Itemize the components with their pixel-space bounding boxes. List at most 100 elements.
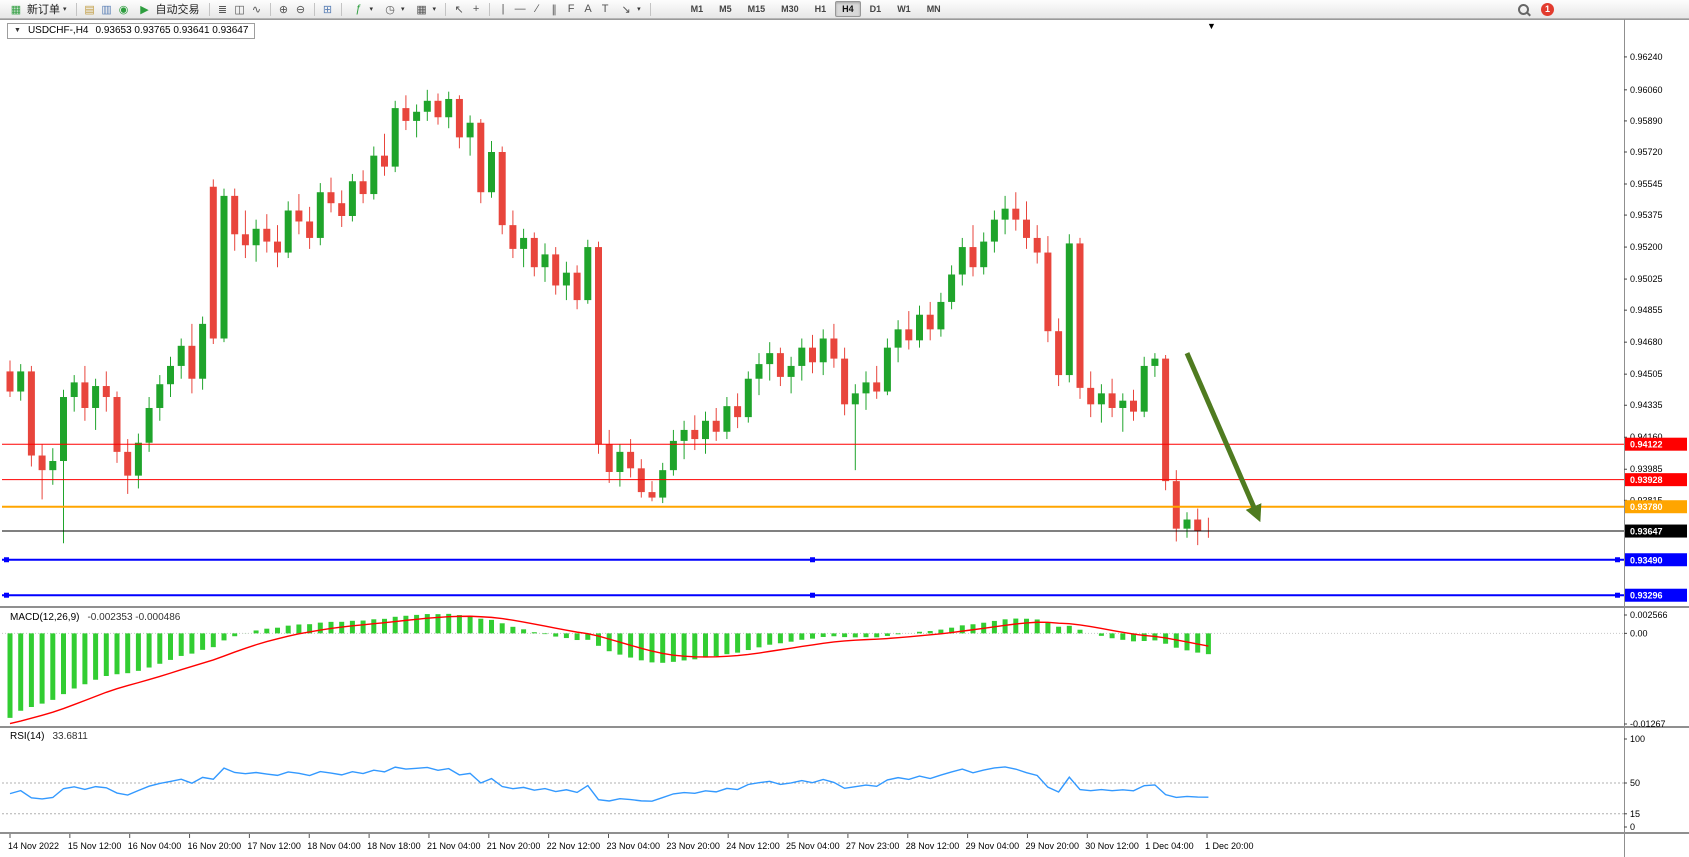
candle-up [370, 155, 378, 195]
svg-text:15: 15 [1630, 809, 1640, 819]
svg-text:21 Nov 04:00: 21 Nov 04:00 [427, 841, 481, 851]
timeframe-button-m1[interactable]: M1 [690, 4, 704, 14]
macd-values: -0.002353 -0.000486 [87, 612, 181, 623]
candle-up [584, 247, 592, 301]
svg-text:23 Nov 04:00: 23 Nov 04:00 [607, 841, 661, 851]
vertical-line-tool-icon[interactable]: | [501, 3, 505, 15]
candle-down [455, 98, 463, 138]
search-icon[interactable] [1518, 4, 1532, 18]
candle-up [948, 274, 956, 302]
line-selection-handle[interactable] [810, 557, 815, 563]
panel-separator[interactable] [0, 832, 1689, 834]
candle-down [1162, 358, 1170, 482]
new-order-icon: ▦ [10, 3, 22, 16]
charts-icon[interactable]: ▤ [84, 3, 95, 16]
cursor-icon[interactable]: ↖ [454, 3, 464, 16]
candle-down [873, 382, 881, 392]
svg-text:0.00: 0.00 [1630, 628, 1648, 638]
timeframe-button-h1[interactable]: H1 [814, 4, 827, 14]
candle-up [916, 314, 923, 341]
autotrading-button[interactable]: ▶ 自动交易 [133, 1, 204, 18]
toolbar-separator [340, 2, 342, 16]
candle-down [1194, 519, 1202, 531]
line-selection-handle[interactable] [810, 592, 815, 598]
line-selection-handle[interactable] [1615, 557, 1620, 563]
horizontal-line-tool-icon[interactable]: — [514, 3, 526, 15]
candle-up [541, 254, 549, 268]
zoom-out-icon[interactable]: ⊖ [295, 3, 306, 16]
candle-down [306, 221, 314, 238]
chart-shift-marker[interactable]: ▼ [1207, 21, 1216, 31]
templates-button[interactable]: ▦ ▾ [410, 1, 441, 18]
chart-title-bar[interactable]: ▼ USDCHF-,H4 0.93653 0.93765 0.93641 0.9… [7, 23, 256, 39]
candle-down [1055, 331, 1063, 376]
indicators-button[interactable]: ƒ ▾ [347, 1, 378, 18]
panel-separator[interactable] [0, 726, 1689, 728]
candle-down [1023, 219, 1030, 238]
timeframe-button-m30[interactable]: M30 [781, 4, 799, 14]
candle-up [616, 451, 624, 472]
svg-text:29 Nov 04:00: 29 Nov 04:00 [966, 841, 1020, 851]
price-axis: 0.96240 0.96060 0.95890 0.95720 0.95545 0.953… [1624, 52, 1663, 505]
line-selection-handle[interactable] [4, 592, 9, 598]
trendline-tool-icon[interactable]: ∕ [536, 3, 538, 15]
candle-up [851, 393, 859, 405]
new-order-button[interactable]: ▦ 新订单 ▾ [4, 1, 71, 18]
panel-separator[interactable] [0, 606, 1689, 608]
candle-down [734, 406, 742, 418]
candle-up [284, 210, 292, 253]
notification-badge[interactable]: 1 [1541, 3, 1554, 16]
candle-down [637, 468, 645, 493]
crosshair-icon[interactable]: + [472, 3, 480, 15]
text-label-tool-icon[interactable]: T [601, 3, 609, 15]
candle-up [958, 247, 966, 275]
candle-down [691, 429, 699, 440]
tile-windows-icon[interactable]: ⊞ [322, 3, 333, 16]
timeframe-button-m15[interactable]: M15 [747, 4, 766, 14]
svg-text:18 Nov 18:00: 18 Nov 18:00 [367, 841, 421, 851]
profiles-icon[interactable]: ▥ [101, 3, 112, 16]
svg-text:0.96240: 0.96240 [1630, 52, 1663, 62]
svg-text:25 Nov 04:00: 25 Nov 04:00 [786, 841, 840, 851]
line-selection-handle[interactable] [4, 557, 9, 563]
macd-name: MACD(12,26,9) [10, 612, 80, 623]
line-chart-icon[interactable]: ∿ [251, 3, 262, 16]
chevron-down-icon: ▾ [401, 6, 405, 13]
timeframe-button-mn[interactable]: MN [926, 4, 941, 14]
zoom-in-icon[interactable]: ⊕ [278, 3, 289, 16]
channel-tool-icon[interactable]: ∥ [551, 3, 557, 16]
timeframe-button-d1[interactable]: D1 [869, 4, 882, 14]
candle-down [905, 329, 913, 341]
trend-arrow[interactable] [1184, 352, 1262, 523]
svg-text:50: 50 [1630, 778, 1640, 788]
candle-up [990, 219, 998, 242]
price-badge [1625, 524, 1687, 538]
chart-ohlc-values: 0.93653 0.93765 0.93641 0.93647 [95, 25, 249, 36]
timeframe-button-m5[interactable]: M5 [719, 4, 732, 14]
terminal-icon[interactable]: ◉ [118, 3, 129, 16]
candle-down [102, 386, 110, 398]
candle-up [316, 192, 324, 238]
candle-up [1097, 393, 1105, 405]
timeframe-button-w1[interactable]: W1 [897, 4, 911, 14]
fibonacci-tool-icon[interactable]: F [567, 3, 575, 15]
periods-button[interactable]: ◷ ▾ [378, 1, 409, 18]
candle-up [488, 151, 495, 193]
svg-text:14 Nov 2022: 14 Nov 2022 [8, 841, 59, 851]
candle-up [894, 329, 902, 348]
text-tool-icon[interactable]: A [584, 3, 592, 15]
arrows-tool-button[interactable]: ↘ ▾ [614, 1, 645, 18]
candle-up [423, 100, 431, 112]
candlestick-chart-icon[interactable]: ◫ [234, 3, 245, 16]
line-selection-handle[interactable] [1615, 592, 1620, 598]
candle-down [359, 181, 367, 195]
time-axis: 14 Nov 2022 15 Nov 12:00 16 Nov 04:00 16 No… [8, 834, 1254, 851]
svg-text:0.93647: 0.93647 [1630, 527, 1663, 537]
candle-up [145, 407, 153, 443]
timeframe-button-h4[interactable]: H4 [835, 1, 861, 17]
candle-down [841, 358, 849, 405]
svg-text:0.95890: 0.95890 [1630, 116, 1663, 126]
bar-chart-icon[interactable]: ≣ [217, 3, 228, 16]
svg-text:0: 0 [1630, 822, 1635, 832]
